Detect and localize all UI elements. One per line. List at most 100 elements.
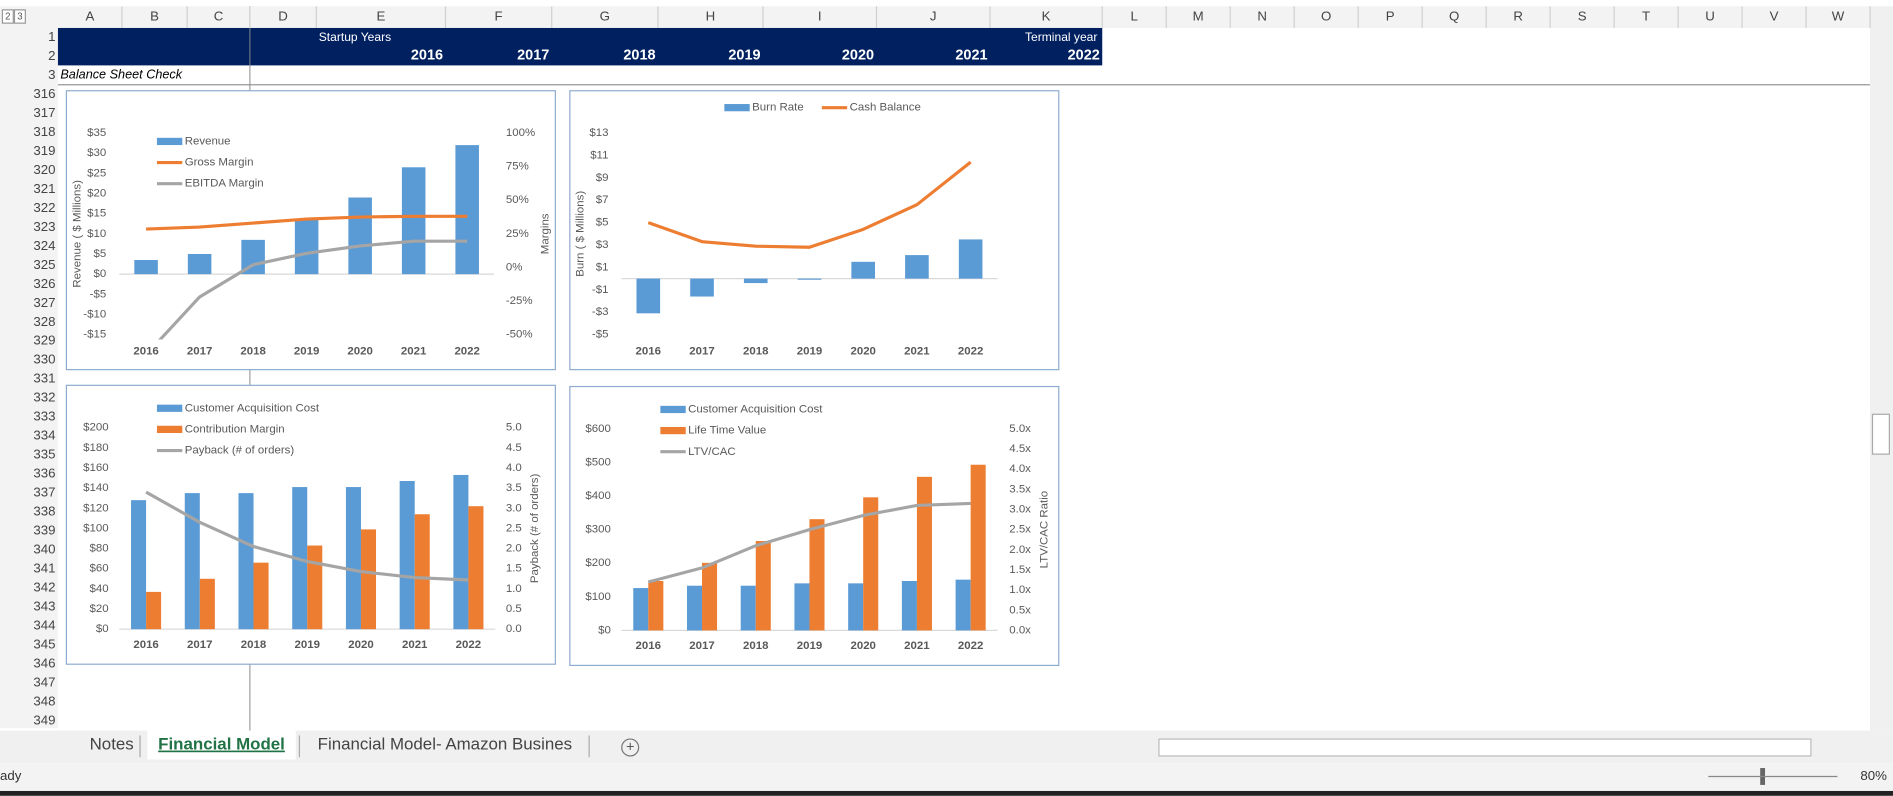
row-header[interactable]: 316: [33, 86, 55, 101]
column-header[interactable]: E: [376, 9, 385, 24]
column-header[interactable]: B: [150, 9, 159, 24]
row-header[interactable]: 344: [33, 618, 55, 633]
column-header[interactable]: O: [1321, 9, 1331, 24]
row-header[interactable]: 329: [33, 333, 55, 348]
sheet-tab[interactable]: Notes: [90, 735, 134, 754]
row-header[interactable]: 324: [33, 238, 55, 253]
row-header[interactable]: 328: [33, 314, 55, 329]
row-header[interactable]: 332: [33, 390, 55, 405]
sheet-tab[interactable]: Financial Model: [158, 735, 285, 754]
column-header[interactable]: R: [1513, 9, 1523, 24]
row-header[interactable]: 320: [33, 162, 55, 177]
row-header[interactable]: 343: [33, 599, 55, 614]
y-tick-label: $1: [596, 261, 609, 273]
row-header[interactable]: 330: [33, 352, 55, 367]
column-header[interactable]: N: [1257, 9, 1267, 24]
bar: [348, 197, 372, 275]
bar: [740, 585, 756, 631]
column-header[interactable]: K: [1042, 9, 1051, 24]
column-header[interactable]: D: [278, 9, 288, 24]
y-tick-label: $13: [589, 127, 608, 139]
row-header[interactable]: 338: [33, 504, 55, 519]
chart: -$5 -$3 -$1 $1 $3 $5 $7 $9 $11 $13 2016 2017 2018 201…: [569, 90, 1060, 371]
line-series: [647, 501, 971, 584]
bar: [307, 545, 323, 630]
row-header[interactable]: 336: [33, 466, 55, 481]
y2-tick-label: 75%: [506, 161, 529, 173]
x-tick-label: 2018: [743, 346, 769, 358]
column-header[interactable]: H: [706, 9, 716, 24]
year-header: 2021: [955, 48, 987, 64]
row-header[interactable]: 335: [33, 447, 55, 462]
y-tick-label: $0: [598, 624, 611, 636]
row-header[interactable]: 331: [33, 371, 55, 386]
bar: [453, 474, 469, 630]
row-header[interactable]: 2: [48, 48, 55, 63]
column-header[interactable]: J: [930, 9, 937, 24]
column-header[interactable]: A: [86, 9, 95, 24]
outline-button[interactable]: [13, 9, 26, 24]
row-header[interactable]: 346: [33, 656, 55, 671]
legend-label: LTV/CAC: [688, 446, 736, 458]
row-header[interactable]: 348: [33, 694, 55, 709]
row-header[interactable]: 349: [33, 713, 55, 728]
x-tick-label: 2019: [797, 640, 822, 652]
row-header[interactable]: 325: [33, 257, 55, 272]
column-header[interactable]: Q: [1449, 9, 1459, 24]
row-header[interactable]: 340: [33, 542, 55, 557]
outline-level[interactable]: 3: [17, 12, 22, 23]
row-header[interactable]: 321: [33, 181, 55, 196]
column-header[interactable]: I: [818, 9, 822, 24]
outline-button[interactable]: [1, 9, 14, 24]
row-header[interactable]: 319: [33, 143, 55, 158]
bar: [958, 239, 983, 279]
add-sheet-button[interactable]: [621, 738, 640, 757]
row-header[interactable]: 333: [33, 409, 55, 424]
column-header[interactable]: L: [1131, 9, 1138, 24]
row-header[interactable]: 337: [33, 485, 55, 500]
column-header[interactable]: U: [1705, 9, 1715, 24]
y2-tick-label: 1.0: [506, 583, 522, 595]
row-header[interactable]: 347: [33, 675, 55, 690]
row-header[interactable]: 327: [33, 295, 55, 310]
year-header: 2017: [517, 48, 549, 64]
x-tick-label: 2020: [850, 640, 875, 652]
column-header[interactable]: S: [1578, 9, 1587, 24]
row-header[interactable]: 323: [33, 219, 55, 234]
line-series: [158, 239, 468, 340]
row-header[interactable]: 1: [48, 29, 55, 44]
column-header[interactable]: W: [1832, 9, 1845, 24]
column-header[interactable]: G: [600, 9, 610, 24]
vertical-scrollbar[interactable]: [1870, 6, 1893, 731]
row-header[interactable]: 334: [33, 428, 55, 443]
bar: [360, 529, 377, 630]
row-header[interactable]: 341: [33, 561, 55, 576]
row-header[interactable]: 339: [33, 523, 55, 538]
row-header[interactable]: 345: [33, 637, 55, 652]
bar: [794, 583, 810, 631]
outline-level[interactable]: 2: [5, 12, 10, 23]
legend-swatch: [156, 425, 183, 434]
scroll-thumb[interactable]: [1871, 413, 1890, 455]
bar: [702, 562, 718, 631]
column-header[interactable]: T: [1642, 9, 1650, 24]
row-header[interactable]: 342: [33, 580, 55, 595]
row-header[interactable]: 317: [33, 105, 55, 120]
row-header[interactable]: 318: [33, 124, 55, 139]
x-tick-label: 2016: [636, 346, 661, 358]
column-header[interactable]: P: [1386, 9, 1395, 24]
column-header[interactable]: F: [495, 9, 503, 24]
bar: [797, 278, 822, 280]
row-header[interactable]: 3: [48, 67, 55, 82]
horizontal-scrollbar[interactable]: [1158, 738, 1812, 757]
row-header[interactable]: 326: [33, 276, 55, 291]
x-tick-label: 2020: [348, 639, 373, 651]
column-header[interactable]: V: [1770, 9, 1779, 24]
y-tick-label: $500: [585, 456, 610, 468]
row-header[interactable]: 322: [33, 200, 55, 215]
x-tick-label: 2016: [133, 346, 158, 358]
column-header[interactable]: M: [1193, 9, 1204, 24]
column-header[interactable]: C: [214, 9, 224, 24]
sheet-tab[interactable]: Financial Model- Amazon Busines: [318, 735, 572, 754]
